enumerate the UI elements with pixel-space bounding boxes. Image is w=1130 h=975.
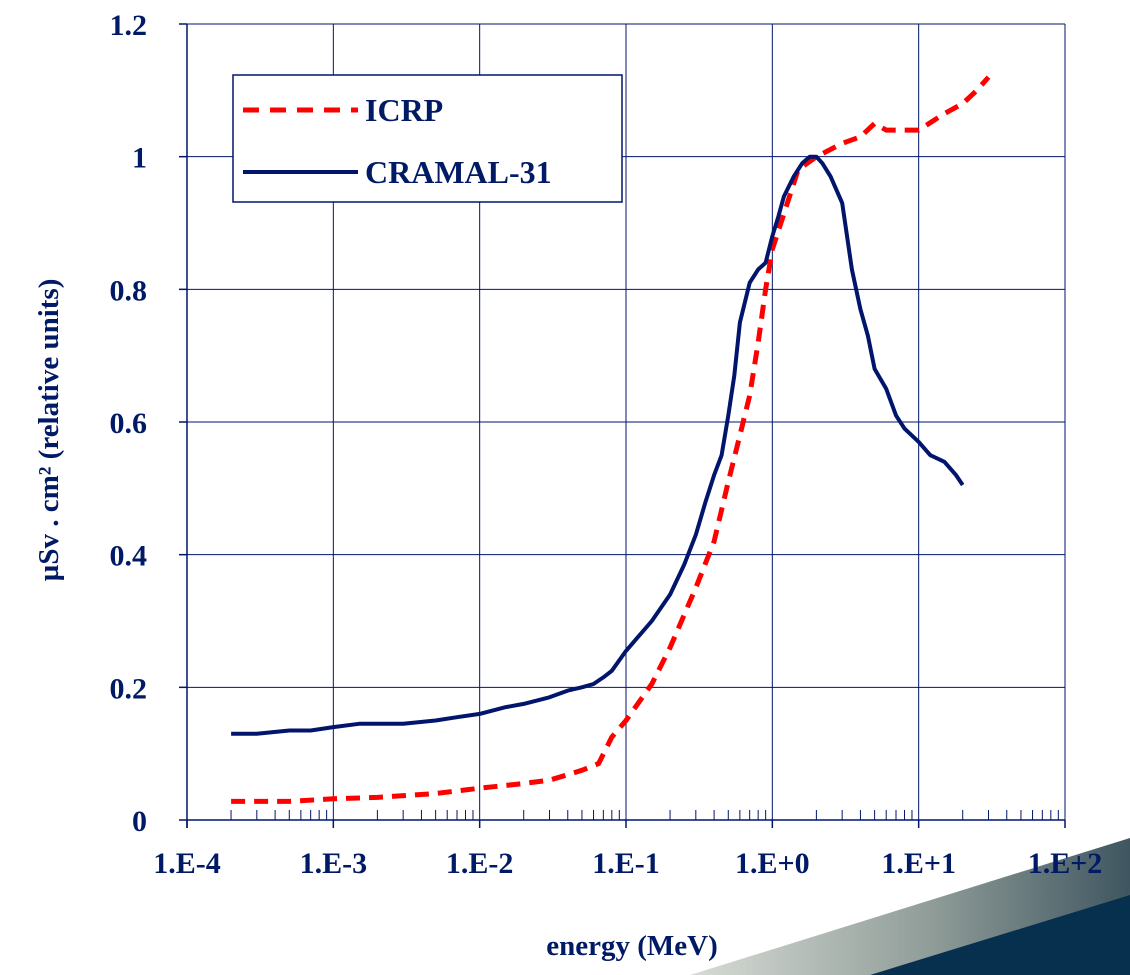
x-tick-label: 1.E+0: [735, 847, 810, 880]
x-tick-labels: 1.E-4 1.E-3 1.E-2 1.E-1 1.E+0 1.E+1 1.E+2: [153, 847, 1102, 880]
y-tick-label: 1.2: [110, 9, 148, 42]
y-tick-label: 0.6: [110, 407, 148, 440]
x-tick-label: 1.E+1: [881, 847, 956, 880]
x-axis-title: energy (MeV): [546, 930, 718, 962]
x-tick-label: 1.E-1: [592, 847, 660, 880]
y-tick-labels: 0 0.2 0.4 0.6 0.8 1 1.2: [110, 9, 148, 838]
y-tick-label: 0: [132, 805, 147, 838]
y-tick-label: 0.2: [110, 672, 148, 705]
x-tick-label: 1.E-4: [153, 847, 221, 880]
y-tick-label: 0.8: [110, 274, 148, 307]
series-line-cramal-31: [231, 157, 963, 734]
legend-label-cramal: CRAMAL-31: [365, 154, 552, 190]
legend-label-icrp: ICRP: [365, 92, 443, 128]
y-axis-title: µSv . cm² (relative units): [33, 279, 65, 582]
x-tick-label: 1.E+2: [1028, 847, 1103, 880]
y-tick-label: 1: [132, 142, 147, 175]
x-tick-label: 1.E-3: [300, 847, 368, 880]
x-tick-label: 1.E-2: [446, 847, 514, 880]
legend: ICRP CRAMAL-31: [233, 75, 622, 202]
y-tick-label: 0.4: [110, 540, 148, 573]
